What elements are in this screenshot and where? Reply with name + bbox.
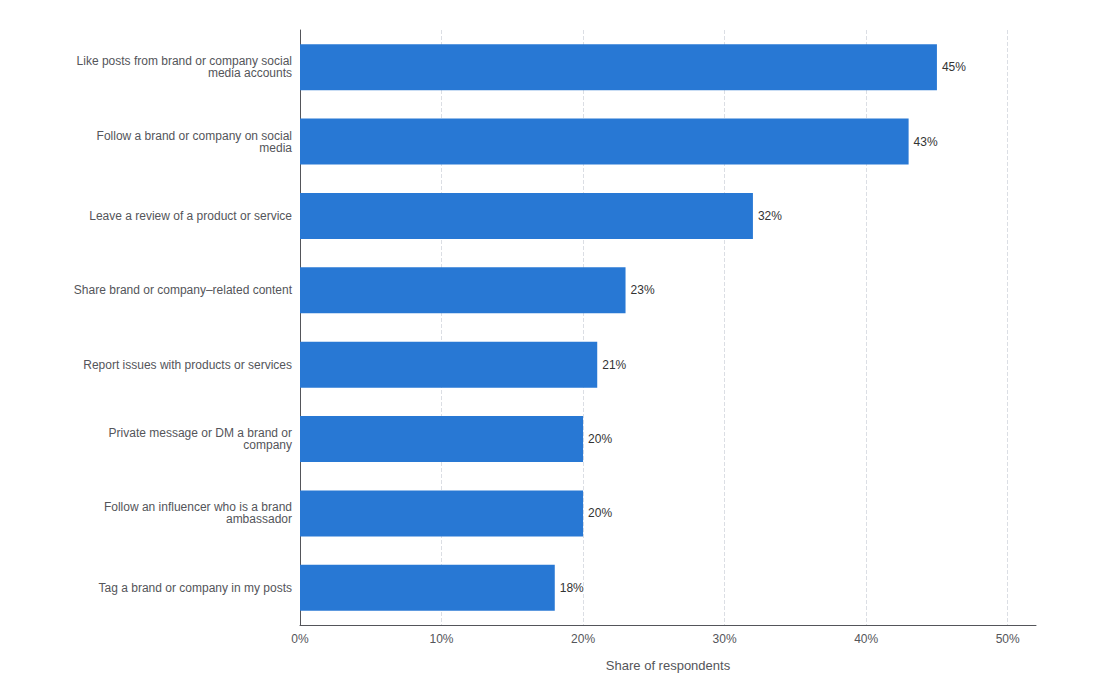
svg-text:Share of respondents: Share of respondents	[606, 658, 731, 673]
svg-text:40%: 40%	[854, 632, 878, 646]
svg-text:ambassador: ambassador	[226, 512, 292, 526]
svg-text:Private message or DM a brand: Private message or DM a brand or	[108, 426, 292, 441]
svg-text:18%: 18%	[560, 581, 584, 595]
svg-text:media accounts: media accounts	[208, 66, 292, 80]
svg-text:0%: 0%	[291, 632, 309, 646]
svg-text:43%: 43%	[914, 135, 938, 149]
svg-text:Like posts from brand or compa: Like posts from brand or company social	[76, 54, 292, 69]
svg-text:Report issues with products or: Report issues with products or services	[83, 358, 292, 372]
svg-text:30%: 30%	[713, 632, 737, 646]
svg-text:10%: 10%	[430, 632, 454, 646]
svg-text:company: company	[243, 438, 292, 452]
svg-text:Share brand or company–related: Share brand or company–related content	[74, 283, 293, 297]
svg-text:Follow an influencer who is a: Follow an influencer who is a brand	[103, 500, 292, 515]
svg-text:Tag a brand or company in my p: Tag a brand or company in my posts	[99, 581, 292, 595]
svg-text:32%: 32%	[758, 209, 782, 223]
svg-text:20%: 20%	[571, 632, 595, 646]
svg-text:media: media	[259, 141, 292, 155]
svg-text:23%: 23%	[631, 283, 655, 297]
svg-text:21%: 21%	[602, 358, 626, 372]
svg-text:20%: 20%	[588, 432, 612, 446]
svg-text:20%: 20%	[588, 506, 612, 520]
svg-text:Follow a brand or company on s: Follow a brand or company on social	[96, 128, 292, 143]
svg-text:50%: 50%	[996, 632, 1020, 646]
svg-text:Leave a review of a product or: Leave a review of a product or service	[89, 209, 292, 223]
svg-text:45%: 45%	[942, 60, 966, 74]
